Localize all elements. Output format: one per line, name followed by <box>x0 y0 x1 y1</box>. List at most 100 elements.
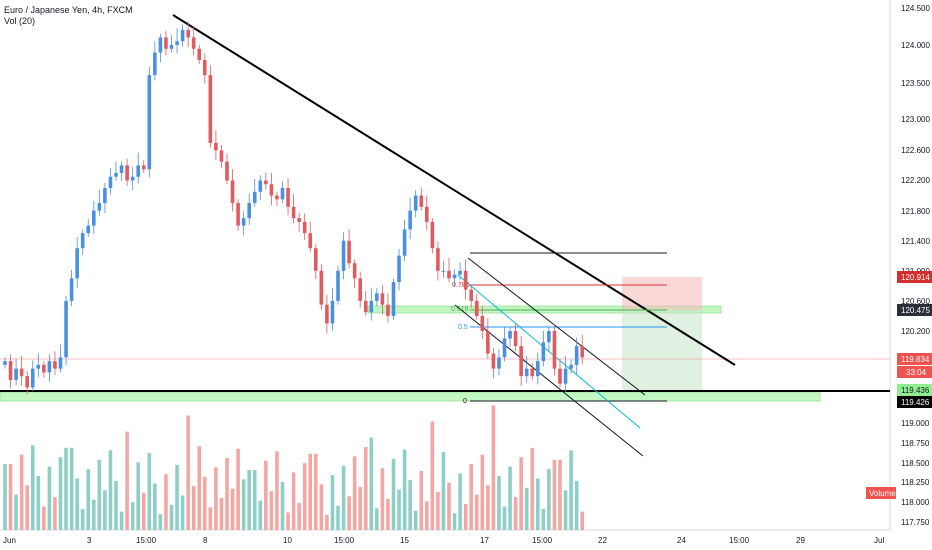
candle-body[interactable] <box>3 361 7 365</box>
candle-body[interactable] <box>569 364 573 369</box>
channel-lower[interactable] <box>454 304 644 457</box>
candle-body[interactable] <box>214 142 218 151</box>
candle-body[interactable] <box>8 361 13 380</box>
channel-upper[interactable] <box>467 257 646 396</box>
candle-body[interactable] <box>347 240 351 264</box>
candle-body[interactable] <box>491 353 496 369</box>
candle-body[interactable] <box>258 180 263 192</box>
position-target-zone[interactable] <box>622 310 702 392</box>
price-tag-last[interactable]: 119.834 33:04 <box>897 353 932 378</box>
candle-body[interactable] <box>547 331 551 343</box>
candle-body[interactable] <box>580 346 584 358</box>
candle-body[interactable] <box>369 300 374 313</box>
candle-body[interactable] <box>436 248 440 271</box>
candle-body[interactable] <box>425 206 429 222</box>
candle-body[interactable] <box>141 165 146 170</box>
candle-body[interactable] <box>225 161 229 181</box>
price-tag-level[interactable]: 120.475 <box>897 304 932 316</box>
candle-body[interactable] <box>119 165 124 173</box>
candle-body[interactable] <box>380 293 385 305</box>
candle-body[interactable] <box>125 165 129 181</box>
candle-body[interactable] <box>69 278 74 301</box>
candle-body[interactable] <box>197 48 202 61</box>
candle-body[interactable] <box>108 176 113 188</box>
candle-body[interactable] <box>25 376 29 388</box>
candle-body[interactable] <box>269 184 274 196</box>
candle-body[interactable] <box>186 29 190 38</box>
candle-body[interactable] <box>136 165 140 177</box>
candle-body[interactable] <box>441 270 446 272</box>
candle-body[interactable] <box>430 221 435 249</box>
candle-body[interactable] <box>308 233 313 249</box>
candle-body[interactable] <box>469 289 473 301</box>
candle-body[interactable] <box>286 188 290 207</box>
candle-body[interactable] <box>447 270 451 279</box>
candle-body[interactable] <box>153 52 157 76</box>
candle-body[interactable] <box>391 282 396 316</box>
candle-body[interactable] <box>497 357 501 369</box>
candle-body[interactable] <box>169 45 174 49</box>
candle-body[interactable] <box>302 221 307 234</box>
candle-body[interactable] <box>241 218 246 226</box>
candle-body[interactable] <box>563 368 568 384</box>
position-stop-zone[interactable] <box>622 277 702 310</box>
candle-body[interactable] <box>97 203 102 211</box>
candle-body[interactable] <box>236 203 240 226</box>
candle-body[interactable] <box>75 248 79 279</box>
candle-body[interactable] <box>14 368 18 380</box>
candle-body[interactable] <box>114 172 118 177</box>
candle-body[interactable] <box>164 37 168 49</box>
candle-body[interactable] <box>252 191 257 204</box>
candle-body[interactable] <box>386 304 390 316</box>
candle-body[interactable] <box>452 274 457 279</box>
candle-body[interactable] <box>47 361 52 373</box>
candle-body[interactable] <box>513 331 518 347</box>
candle-body[interactable] <box>314 248 318 271</box>
candle-body[interactable] <box>474 300 479 316</box>
candle-body[interactable] <box>191 37 196 49</box>
support-zone[interactable] <box>0 391 821 402</box>
candle-body[interactable] <box>130 176 135 181</box>
candle-body[interactable] <box>508 331 512 339</box>
candle-body[interactable] <box>402 229 407 256</box>
candle-body[interactable] <box>264 180 268 185</box>
downtrend-line[interactable] <box>172 14 736 366</box>
candle-body[interactable] <box>336 270 340 301</box>
candle-body[interactable] <box>341 240 346 271</box>
candle-body[interactable] <box>247 203 251 219</box>
candle-body[interactable] <box>86 225 91 234</box>
symbol-title[interactable]: Euro / Japanese Yen, 4h, FXCM <box>4 5 133 15</box>
candle-body[interactable] <box>574 346 579 365</box>
candle-body[interactable] <box>358 278 362 301</box>
candle-body[interactable] <box>208 75 213 143</box>
candle-body[interactable] <box>458 270 462 275</box>
candle-body[interactable] <box>158 37 163 53</box>
candle-body[interactable] <box>36 364 41 369</box>
candle-body[interactable] <box>541 342 546 362</box>
candle-body[interactable] <box>30 368 35 388</box>
candle-body[interactable] <box>280 188 285 200</box>
candle-body[interactable] <box>58 357 63 369</box>
candle-body[interactable] <box>297 218 301 222</box>
candle-body[interactable] <box>319 270 324 305</box>
candle-body[interactable] <box>64 300 68 358</box>
time-axis[interactable]: Jun 3 15:00 8 10 15:00 15 17 15:00 22 24… <box>3 536 884 545</box>
candle-body[interactable] <box>519 346 523 377</box>
candle-body[interactable] <box>80 233 85 249</box>
price-tag-alert[interactable]: 120.914 <box>897 271 932 283</box>
price-tag-support-upper[interactable]: 119.436 <box>897 384 932 396</box>
candle-body[interactable] <box>397 255 401 283</box>
candle-body[interactable] <box>352 263 357 279</box>
candle-body[interactable] <box>552 331 557 369</box>
candle-body[interactable] <box>486 331 490 354</box>
candle-body[interactable] <box>413 195 418 211</box>
candle-body[interactable] <box>19 368 24 377</box>
candle-body[interactable] <box>147 75 152 170</box>
candle-body[interactable] <box>275 195 279 200</box>
candle-body[interactable] <box>408 210 412 230</box>
candle-body[interactable] <box>502 338 507 358</box>
candle-body[interactable] <box>419 195 424 207</box>
candle-body[interactable] <box>524 368 529 377</box>
candle-body[interactable] <box>375 293 379 301</box>
candle-body[interactable] <box>53 361 57 369</box>
